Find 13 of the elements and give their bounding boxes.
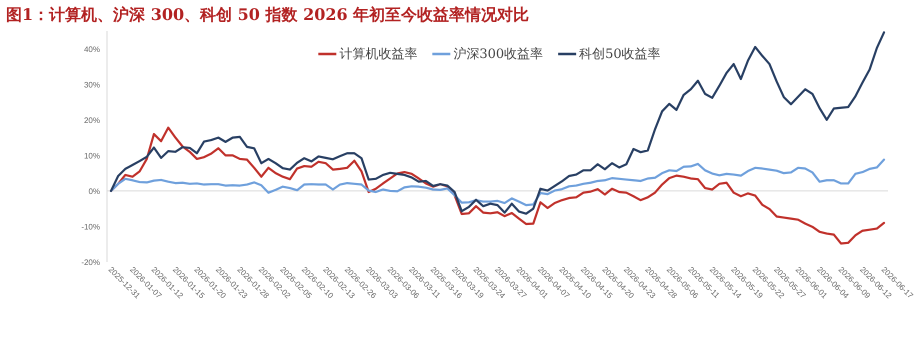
legend-label: 科创50收益率 (579, 46, 661, 62)
y-tick-label: 10% (84, 151, 100, 160)
y-tick-label: 30% (84, 80, 100, 90)
y-tick-label: 0% (88, 186, 100, 196)
y-tick-label: -10% (81, 222, 100, 232)
line-series (110, 31, 886, 215)
legend-label: 计算机收益率 (339, 46, 418, 62)
y-tick-label: 40% (84, 44, 100, 54)
legend-label: 沪深300收益率 (453, 46, 544, 62)
y-tick-label: 20% (84, 116, 100, 125)
chart-title: 图1：计算机、沪深 300、科创 50 指数 2026 年初至今收益率情况对比 (6, 5, 530, 24)
line-series (110, 158, 886, 206)
y-tick-label: -20% (81, 258, 100, 267)
